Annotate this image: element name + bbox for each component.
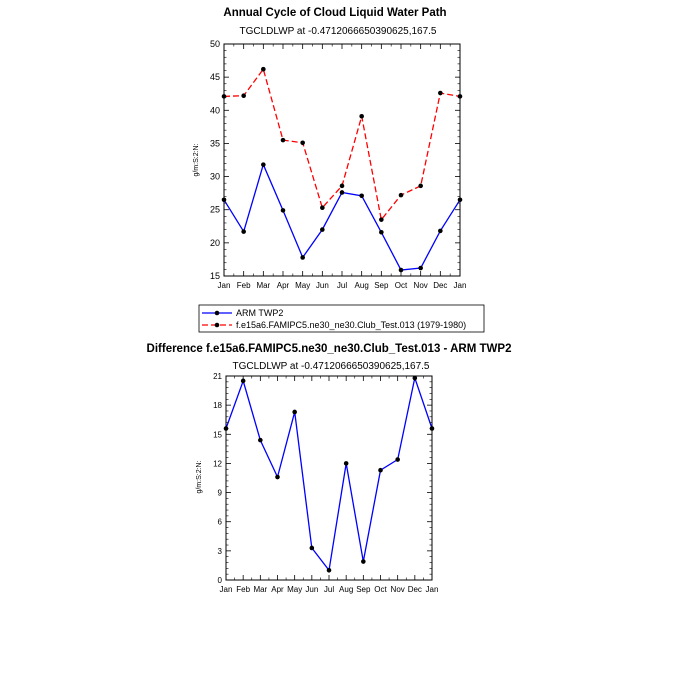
y-tick-label: 25: [210, 205, 220, 215]
x-tick-label: Jun: [305, 585, 318, 594]
x-tick-label: Apr: [277, 281, 290, 290]
data-point: [359, 193, 364, 199]
y-tick-label: 35: [210, 138, 220, 148]
x-tick-label: Feb: [236, 585, 250, 594]
x-tick-label: Oct: [374, 585, 387, 594]
data-point: [280, 208, 286, 213]
x-tick-label: Dec: [433, 281, 447, 290]
x-tick-label: Sep: [356, 585, 371, 594]
x-tick-label: Jan: [218, 281, 231, 290]
y-tick-label: 50: [210, 39, 220, 49]
data-point: [292, 409, 297, 415]
data-point: [261, 162, 266, 167]
y-tick-label: 12: [213, 459, 222, 468]
data-point: [379, 217, 384, 222]
x-tick-label: Dec: [408, 585, 422, 594]
data-point: [361, 559, 366, 564]
data-point: [359, 113, 364, 119]
x-tick-label: Oct: [395, 281, 408, 290]
x-tick-label: Sep: [374, 281, 389, 290]
data-point: [320, 227, 325, 232]
legend-marker-arm: [214, 310, 220, 316]
data-point: [398, 267, 404, 273]
data-point: [418, 265, 423, 271]
data-point: [339, 190, 345, 195]
x-tick-label: Jul: [324, 585, 334, 594]
legend-label-model: f.e15a6.FAMIPC5.ne30_ne30.Club_Test.013 …: [236, 320, 466, 330]
data-point: [300, 255, 305, 260]
y-tick-label: 45: [210, 72, 220, 82]
legend: ARM TWP2 f.e15a6.FAMIPC5.ne30_ne30.Club_…: [198, 304, 485, 333]
data-point: [326, 567, 332, 573]
y-axis-label: g/m:S:2:N:: [196, 460, 203, 493]
y-tick-label: 18: [213, 401, 222, 410]
x-tick-label: Jan: [454, 281, 467, 290]
legend-frame: [198, 304, 485, 333]
y-axis-label: g/m:S:2:N:: [193, 143, 200, 176]
data-point: [438, 228, 443, 234]
y-tick-label: 9: [218, 489, 223, 498]
chart-title: Annual Cycle of Cloud Liquid Water Path: [223, 7, 446, 19]
x-tick-label: Apr: [271, 585, 284, 594]
difference-chart: Difference f.e15a6.FAMIPC5.ne30_ne30.Clu…: [147, 343, 512, 594]
data-point: [339, 183, 345, 189]
data-point: [241, 93, 246, 99]
y-tick-label: 15: [210, 271, 220, 281]
y-tick-label: 0: [218, 576, 223, 585]
y-tick-label: 21: [213, 372, 222, 381]
data-point: [300, 140, 305, 146]
data-point: [261, 66, 266, 72]
y-tick-label: 3: [218, 547, 223, 556]
x-tick-label: Jul: [337, 281, 347, 290]
x-tick-label: Mar: [256, 281, 270, 290]
chart-title: Difference f.e15a6.FAMIPC5.ne30_ne30.Clu…: [147, 343, 512, 355]
x-tick-label: May: [287, 585, 302, 594]
data-point: [343, 461, 349, 466]
y-tick-label: 20: [210, 238, 220, 248]
data-point: [438, 90, 443, 96]
x-tick-label: Nov: [391, 585, 405, 594]
data-point: [378, 467, 383, 473]
x-tick-label: Jun: [316, 281, 329, 290]
data-point: [418, 183, 423, 189]
legend-label-arm: ARM TWP2: [236, 308, 283, 318]
x-tick-label: Aug: [355, 281, 369, 290]
x-tick-label: May: [295, 281, 310, 290]
x-tick-label: Nov: [414, 281, 428, 290]
data-point: [379, 229, 384, 235]
data-point: [320, 205, 325, 211]
y-tick-label: 15: [213, 430, 222, 439]
y-tick-label: 40: [210, 105, 220, 115]
data-point: [398, 192, 404, 198]
data-point: [241, 229, 246, 234]
x-tick-label: Feb: [237, 281, 251, 290]
y-tick-label: 6: [218, 518, 223, 527]
data-point: [395, 457, 400, 462]
data-point: [275, 474, 280, 480]
x-tick-label: Aug: [339, 585, 353, 594]
legend-marker-model: [214, 322, 220, 328]
chart-subtitle: TGCLDLWP at -0.4712066650390625,167.5: [233, 361, 430, 372]
data-point: [280, 137, 286, 143]
x-tick-label: Jan: [426, 585, 439, 594]
data-point: [258, 437, 263, 443]
x-tick-label: Mar: [253, 585, 267, 594]
chart-subtitle: TGCLDLWP at -0.4712066650390625,167.5: [240, 26, 437, 37]
data-point: [309, 545, 315, 551]
annual-cycle-chart: Annual Cycle of Cloud Liquid Water Path …: [193, 7, 466, 290]
y-tick-label: 30: [210, 172, 220, 182]
x-tick-label: Jan: [220, 585, 233, 594]
